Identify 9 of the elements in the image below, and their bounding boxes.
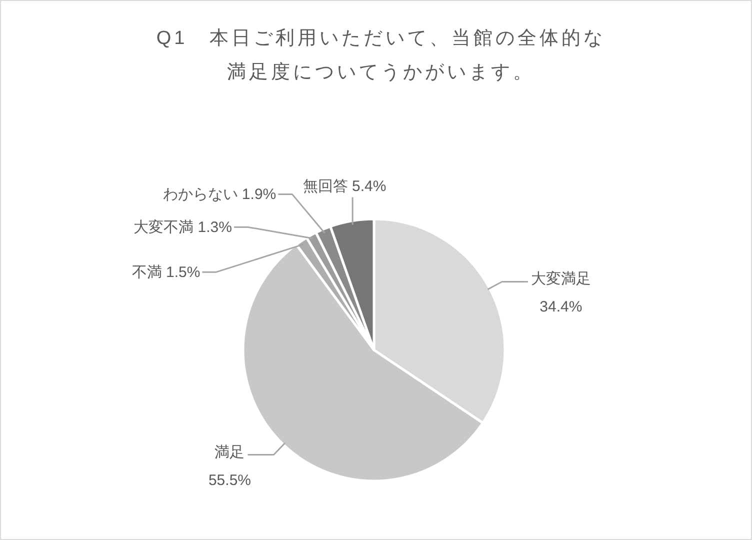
slice-label: 大変不満 1.3% [134,219,232,236]
slice-label: 満足 [214,444,245,461]
slice-label: 無回答 5.4% [302,178,386,196]
data-label: 55.5% [208,472,252,489]
chart-title: Q1 本日ご利用いただいて、当館の全体的な満足度についてうかがいます。 [155,27,607,85]
slice-label: わからない 1.9% [162,186,276,204]
data-label: 34.4% [540,298,582,316]
slice-label: 大変満足 [530,270,591,288]
slice-label: 不満 1.5% [132,264,200,282]
